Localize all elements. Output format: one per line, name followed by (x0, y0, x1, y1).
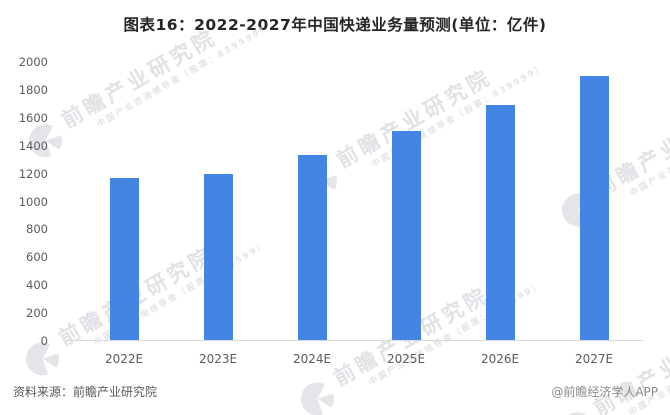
x-tick-label-2023E: 2023E (198, 352, 238, 366)
x-axis-line (66, 340, 643, 341)
x-tick-label-2025E: 2025E (386, 352, 426, 366)
y-tick-label-200: 200 (26, 306, 48, 321)
y-tick-label-1200: 1200 (18, 166, 48, 181)
credit-text: @前瞻经济学人APP (551, 385, 658, 399)
y-tick-label-1800: 1800 (18, 82, 48, 97)
y-tick-label-1000: 1000 (18, 194, 48, 209)
y-tick-label-400: 400 (26, 278, 48, 293)
x-tick-label-2022E: 2022E (104, 352, 144, 366)
qianzhan-logo-icon (554, 406, 600, 415)
bar-2024E (297, 154, 327, 341)
bar-2023E (203, 174, 233, 341)
y-tick-label-1400: 1400 (18, 138, 48, 153)
x-tick-label-2024E: 2024E (292, 352, 332, 366)
y-tick-label-1600: 1600 (18, 110, 48, 125)
chart-title: 图表16：2022-2027年中国快递业务量预测(单位：亿件) (123, 16, 547, 34)
y-tick-label-800: 800 (26, 222, 48, 237)
watermark-sub-text: 中国产业咨询领导者（股票：839599） (95, 22, 273, 130)
source-text: 资料来源：前瞻产业研究院 (13, 385, 158, 399)
watermark: 前瞻产业研究院 中国产业咨询领导者（股票：839599） (555, 69, 670, 234)
bar-2027E (579, 75, 609, 341)
watermark-sub-text: 中国产业咨询领导者（股票：839599） (628, 91, 670, 199)
x-tick-label-2027E: 2027E (574, 352, 614, 366)
qianzhan-logo-icon (294, 376, 340, 415)
bar-2025E (391, 131, 421, 341)
x-tick-label-2026E: 2026E (480, 352, 520, 366)
y-tick-label-0: 0 (40, 334, 48, 348)
y-tick-label-600: 600 (26, 250, 48, 265)
bar-2026E (485, 105, 515, 341)
y-tick-label-2000: 2000 (18, 55, 48, 69)
bar-2022E (109, 177, 139, 341)
